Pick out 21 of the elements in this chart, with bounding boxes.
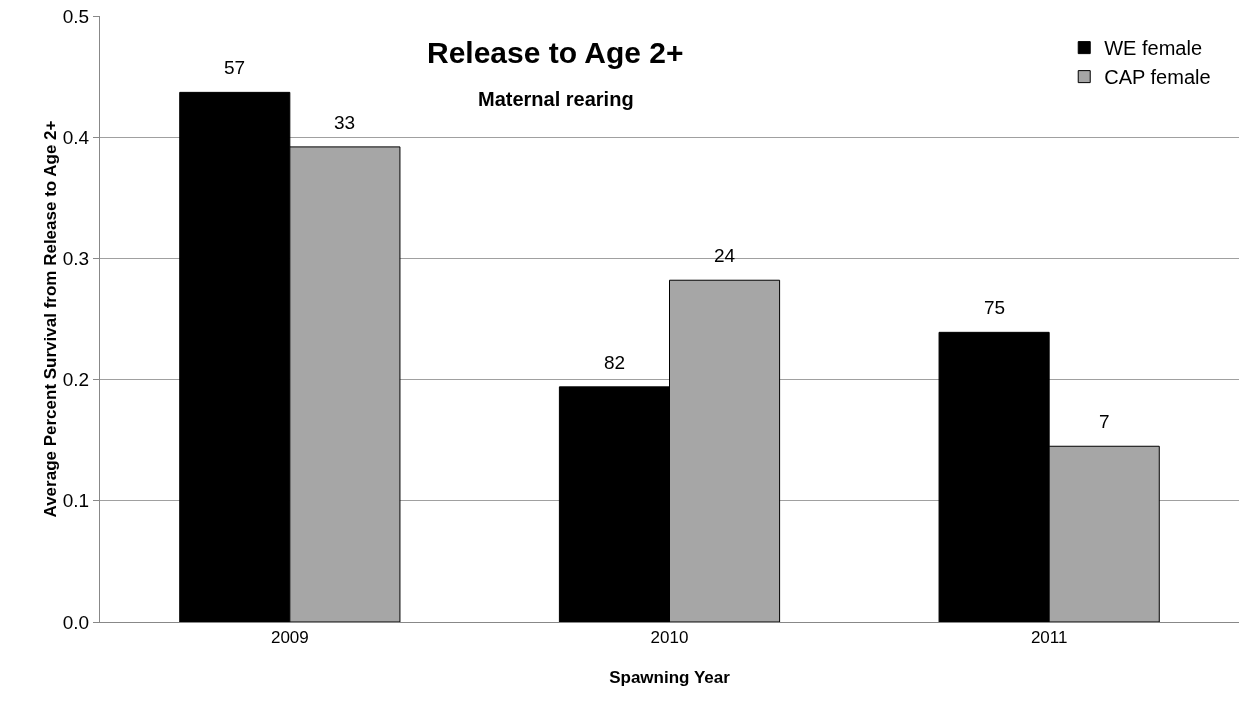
legend-label: CAP female (1104, 66, 1211, 89)
annotation: 57 (224, 57, 246, 78)
annotation: 82 (604, 352, 626, 373)
x-axis-title: Spawning Year (609, 668, 731, 687)
x-tick-label: 2009 (270, 628, 309, 648)
x-tick-label: 2011 (1030, 628, 1068, 648)
y-axis-title: Average Percent Survival from Release to Age 2+ (41, 120, 60, 518)
annotation: 7 (1099, 411, 1110, 432)
y-tick-label: 0.4 (62, 126, 90, 148)
annotation: 24 (714, 245, 736, 266)
y-tick-label: 0.5 (62, 5, 90, 27)
x-tick-label: 2010 (650, 628, 689, 648)
y-tick-label: 0.1 (62, 490, 90, 512)
legend-label: WE female (1104, 37, 1203, 60)
y-tick-label: 0.2 (62, 369, 90, 391)
y-tick-label: 0.0 (62, 611, 90, 633)
text: Release to Age 2+ (427, 36, 684, 69)
text: Maternal rearing (478, 88, 634, 110)
annotation: 33 (334, 112, 356, 133)
annotation: 75 (984, 297, 1006, 318)
y-tick-label: 0.3 (62, 248, 90, 270)
